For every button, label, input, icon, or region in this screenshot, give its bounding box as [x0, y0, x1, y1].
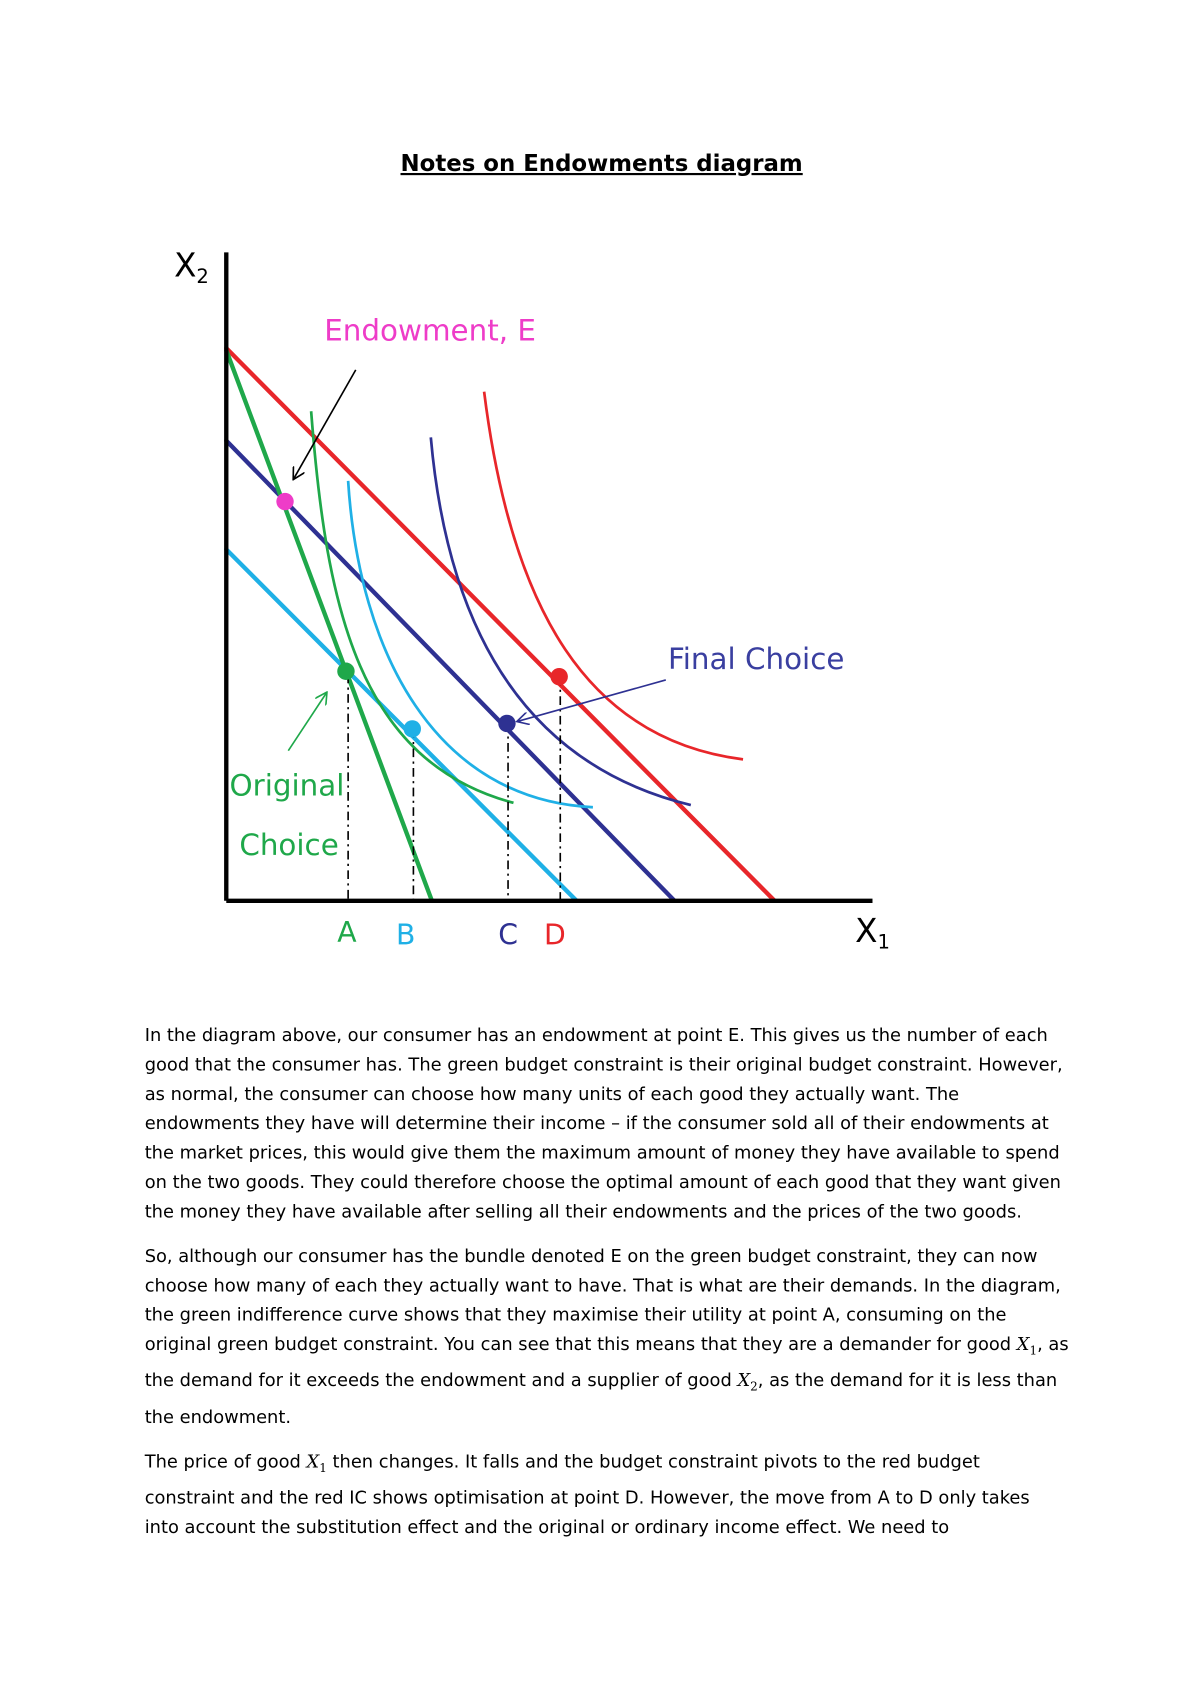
original-point: [337, 662, 355, 680]
text-run: So, although our consumer has the bundle…: [144, 1245, 1061, 1355]
math-var: X1: [306, 1450, 327, 1476]
original-label: Original: [230, 768, 345, 802]
var-sub: 2: [750, 1380, 758, 1395]
final-arrow: [518, 679, 667, 721]
endowment-label: Endowment, E: [324, 314, 536, 348]
math-var: X1: [1016, 1333, 1038, 1359]
y-axis-label: X2: [174, 246, 209, 288]
original-label: Choice: [239, 828, 338, 862]
text-run: then changes. It falls and the budget co…: [144, 1450, 1030, 1538]
x-axis-label: X1: [855, 912, 890, 954]
paragraph: The price of good X1 then changes. It fa…: [145, 1446, 1070, 1541]
paragraph: So, although our consumer has the bundle…: [145, 1241, 1070, 1431]
drop-lines: [347, 674, 562, 901]
green-budget: [224, 348, 435, 903]
original-arrow: [287, 693, 326, 752]
axis-var: X: [174, 246, 196, 284]
red-ic: [482, 391, 744, 761]
axis-sub: 1: [877, 931, 889, 954]
paragraph: In the diagram above, our consumer has a…: [145, 1020, 1070, 1226]
point-label: C: [498, 918, 518, 951]
point-b: [403, 720, 422, 738]
var-sub: 1: [1029, 1343, 1038, 1359]
indifference-curves: [309, 391, 744, 809]
var-name: X: [306, 1450, 320, 1472]
var-name: X: [1016, 1333, 1030, 1355]
var-sub: 1: [319, 1460, 327, 1476]
point-label: B: [396, 918, 415, 951]
points: [276, 492, 568, 738]
final-label: Final Choice: [668, 642, 844, 676]
math-var: X2: [737, 1369, 758, 1395]
navy-ic: [429, 437, 692, 807]
green-ic: [309, 411, 514, 805]
var-name: X: [737, 1369, 751, 1391]
text-run: , as the demand for it exceeds the endow…: [144, 1333, 1069, 1391]
endowments-diagram: X2 X1 Endowment, E Final Choice Original…: [174, 246, 890, 954]
red-budget: [224, 345, 777, 903]
point-d: [550, 667, 568, 686]
text-run: , as the demand for it is less than the …: [144, 1369, 1058, 1427]
light-blue-ic: [346, 480, 593, 809]
budget-lines: [224, 345, 777, 903]
endowment-arrow: [294, 369, 357, 479]
light-blue-budget: [224, 547, 579, 903]
axis-sub: 2: [196, 265, 208, 288]
navy-budget: [224, 438, 677, 903]
point-label: A: [337, 916, 357, 949]
final-point: [498, 714, 516, 733]
endowment-point: [276, 492, 294, 511]
text-run: The price of good: [144, 1450, 307, 1472]
point-label: D: [544, 918, 566, 951]
text-run: In the diagram above, our consumer has a…: [144, 1024, 1063, 1222]
body-text: In the diagram above, our consumer has a…: [145, 1020, 1070, 1556]
axis-var: X: [855, 912, 877, 950]
axes: [224, 252, 873, 903]
title: Notes on Endowments diagram: [400, 150, 803, 177]
